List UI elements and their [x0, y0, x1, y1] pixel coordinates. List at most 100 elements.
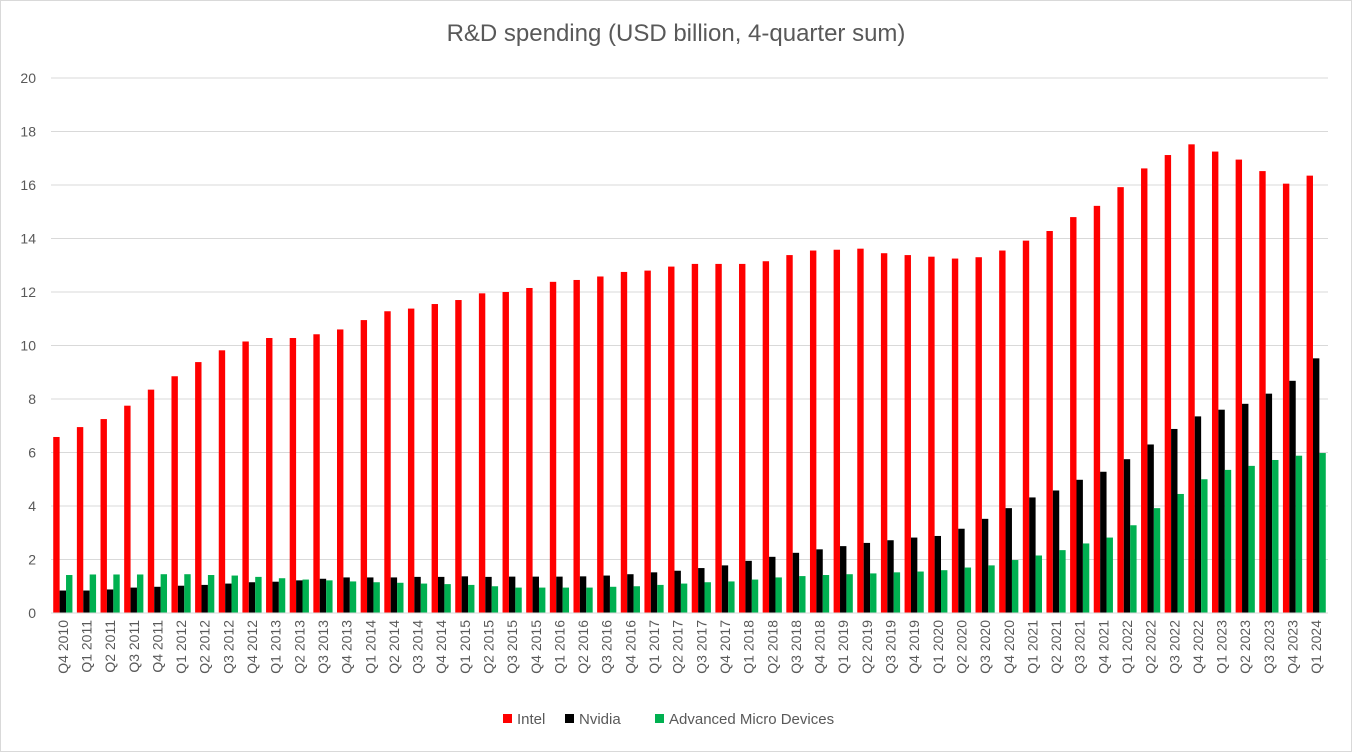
axes: 0 2 4 6 8 10 12 14 16 18 20 Q4 2010 Q1 2011 Q2 2011 Q3… [20, 70, 1328, 674]
bar-nvidia [1076, 479, 1083, 613]
bar-advanced-micro-devices [680, 583, 688, 613]
bar-advanced-micro-devices [870, 573, 877, 613]
bar-nvidia [745, 560, 752, 613]
bar-advanced-micro-devices [893, 572, 901, 613]
bar-nvidia [367, 577, 374, 613]
x-tick-label: Q1 2015 [457, 620, 473, 674]
bar-advanced-micro-devices [1059, 550, 1066, 613]
bar-intel [999, 250, 1006, 613]
x-tick-label: Q3 2020 [977, 620, 993, 674]
chart-title: R&D spending (USD billion, 4-quarter sum… [446, 20, 906, 47]
bar-advanced-micro-devices [822, 575, 830, 613]
bar-intel [431, 304, 438, 613]
bar-nvidia [106, 589, 114, 613]
x-tick-label: Q1 2021 [1024, 620, 1040, 674]
bar-advanced-micro-devices [113, 574, 120, 613]
legend-swatch [503, 714, 512, 723]
bar-intel [620, 271, 628, 613]
x-tick-label: Q4 2014 [433, 620, 449, 674]
bar-nvidia [1289, 380, 1296, 613]
bar-advanced-micro-devices [964, 567, 972, 613]
bar-intel [1188, 144, 1195, 613]
bar-advanced-micro-devices [373, 582, 380, 613]
y-tick-label: 6 [28, 445, 36, 461]
y-tick-label: 14 [20, 231, 36, 247]
bar-nvidia [958, 528, 965, 613]
legend-swatch [565, 714, 574, 723]
bar-nvidia [863, 542, 871, 613]
bar-advanced-micro-devices [160, 574, 168, 613]
x-tick-label: Q1 2013 [268, 620, 284, 674]
x-tick-label: Q3 2017 [693, 620, 709, 674]
bar-nvidia [1194, 416, 1202, 613]
bar-advanced-micro-devices [633, 586, 640, 613]
legend-label: Advanced Micro Devices [669, 711, 834, 728]
bar-nvidia [272, 581, 279, 613]
bar-advanced-micro-devices [1201, 479, 1208, 613]
bar-advanced-micro-devices [775, 577, 782, 613]
bar-intel [526, 287, 533, 613]
bar-advanced-micro-devices [255, 576, 262, 613]
bar-nvidia [579, 576, 587, 613]
x-tick-label: Q3 2019 [883, 620, 899, 674]
x-tick-label: Q2 2022 [1143, 620, 1159, 674]
bar-advanced-micro-devices [278, 578, 286, 613]
bar-intel [1117, 187, 1124, 613]
x-tick-label: Q2 2018 [764, 620, 780, 674]
bar-intel [360, 320, 368, 613]
bar-advanced-micro-devices [66, 575, 73, 613]
bar-intel [478, 293, 486, 613]
bar-advanced-micro-devices [988, 565, 995, 613]
bar-nvidia [910, 537, 918, 613]
bar-nvidia [627, 574, 634, 613]
x-tick-label: Q4 2012 [244, 620, 260, 674]
bar-advanced-micro-devices [468, 584, 475, 613]
bar-nvidia [1312, 358, 1320, 613]
gridlines [51, 77, 1328, 560]
x-tick-label: Q3 2018 [788, 620, 804, 674]
bar-nvidia [437, 576, 445, 613]
bar-advanced-micro-devices [349, 581, 357, 613]
bar-advanced-micro-devices [704, 582, 711, 613]
bar-intel [100, 419, 107, 613]
x-tick-label: Q1 2020 [930, 620, 946, 674]
bar-advanced-micro-devices [799, 576, 806, 613]
bar-intel [809, 250, 817, 613]
bar-intel [502, 292, 509, 613]
x-tick-label: Q3 2014 [410, 620, 426, 674]
bar-nvidia [1052, 490, 1060, 613]
x-tick-label: Q2 2023 [1237, 620, 1253, 674]
bar-intel [407, 308, 415, 613]
x-tick-label: Q4 2018 [812, 620, 828, 674]
bar-intel [833, 249, 841, 614]
x-tick-label: Q4 2023 [1285, 620, 1301, 674]
bar-intel [549, 281, 557, 613]
x-tick-label: Q1 2017 [646, 620, 662, 674]
bar-intel [1093, 205, 1101, 614]
bar-nvidia [177, 585, 185, 613]
bar-nvidia [1100, 471, 1107, 613]
bar-advanced-micro-devices [515, 587, 522, 613]
bar-advanced-micro-devices [941, 570, 948, 613]
bar-advanced-micro-devices [420, 583, 428, 613]
bar-nvidia [59, 590, 67, 613]
bar-nvidia [130, 587, 137, 613]
x-tick-label: Q4 2013 [339, 620, 355, 674]
bar-intel [597, 276, 604, 613]
bar-advanced-micro-devices [1272, 459, 1279, 613]
x-tick-label: Q3 2016 [599, 620, 615, 674]
x-tick-label: Q3 2011 [126, 620, 142, 673]
bar-advanced-micro-devices [326, 580, 333, 613]
bars [53, 144, 1326, 614]
bar-nvidia [1265, 393, 1273, 613]
bar-advanced-micro-devices [1011, 560, 1019, 613]
bar-intel [857, 248, 864, 614]
x-tick-label: Q2 2012 [197, 620, 213, 674]
x-tick-label: Q4 2016 [622, 620, 638, 674]
bar-advanced-micro-devices [184, 574, 191, 613]
bar-intel [644, 270, 651, 613]
bar-advanced-micro-devices [1248, 465, 1255, 613]
bar-nvidia [1005, 508, 1012, 613]
bar-nvidia [981, 518, 989, 613]
